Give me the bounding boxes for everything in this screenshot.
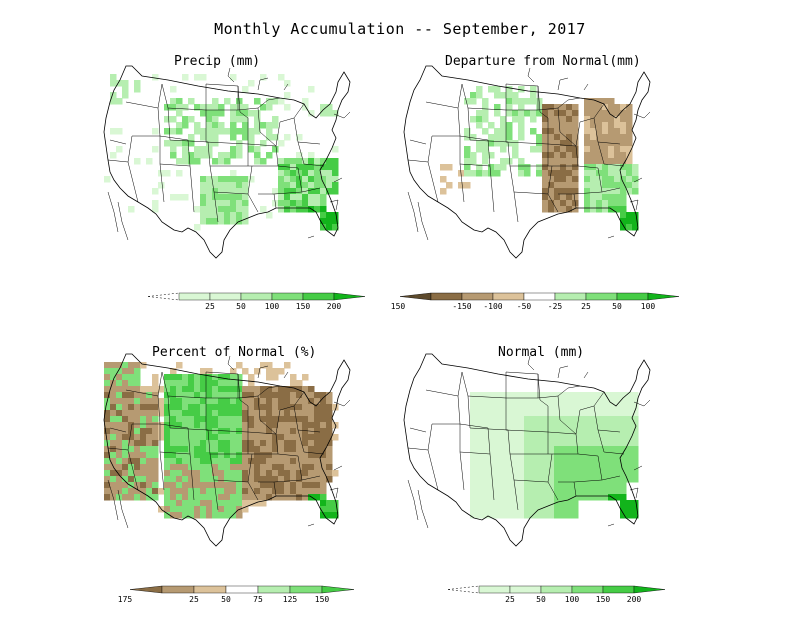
us-outline [103, 353, 351, 547]
legend-tick-label: 100 [565, 595, 580, 604]
legend-tick-label: 100 [641, 302, 656, 311]
map-departure [403, 65, 651, 259]
panel-title-percent: Percent of Normal (%) [152, 345, 317, 360]
legend-tick-label: 150 [596, 595, 611, 604]
map-percent [103, 353, 351, 547]
precip-pattern [104, 74, 339, 231]
legend-tick-label: 175 [118, 595, 133, 604]
map-normal [403, 353, 651, 547]
legend-departure: -150 -100 -50 -25 25 50 100 150 [391, 292, 680, 311]
legend-tick-label: -150 [452, 302, 471, 311]
legend-tick-label: -50 [517, 302, 532, 311]
legend-tick-label: 125 [283, 595, 298, 604]
panel-title-precip: Precip (mm) [174, 54, 261, 69]
legend-tick-label: 150 [296, 302, 311, 311]
legend-tick-label: 25 [581, 302, 591, 311]
legend-normal: 25 50 100 150 200 [447, 585, 666, 604]
legend-tick-label: 25 [189, 595, 199, 604]
normal-pattern [470, 392, 639, 519]
legend-tick-label: 200 [327, 302, 342, 311]
legend-tick-label: 100 [265, 302, 280, 311]
legend-precip: 25 50 100 150 200 [147, 292, 366, 311]
map-precip [103, 65, 351, 259]
legend-tick-label: 50 [536, 595, 546, 604]
legend-tick-label: 25 [505, 595, 515, 604]
percent-pattern [104, 362, 339, 519]
legend-tick-label: 50 [612, 302, 622, 311]
legend-percent: 25 50 75 125 150 175 [118, 585, 355, 604]
legend-tick-label: 25 [205, 302, 215, 311]
legend-tick-label: 50 [236, 302, 246, 311]
us-outline [103, 65, 351, 259]
legend-tick-label: -25 [548, 302, 563, 311]
legend-tick-label: 75 [253, 595, 263, 604]
legend-tick-label: 200 [627, 595, 642, 604]
legend-tick-label: 150 [315, 595, 330, 604]
legend-tick-label: -100 [483, 302, 502, 311]
legend-tick-label: 150 [391, 302, 406, 311]
us-outline [403, 353, 651, 547]
departure-pattern [440, 86, 639, 231]
panel-title-departure: Departure from Normal(mm) [445, 54, 641, 69]
panel-title-normal: Normal (mm) [498, 345, 585, 360]
us-outline [403, 65, 651, 259]
figure-title: Monthly Accumulation -- September, 2017 [214, 20, 586, 38]
legend-tick-label: 50 [221, 595, 231, 604]
